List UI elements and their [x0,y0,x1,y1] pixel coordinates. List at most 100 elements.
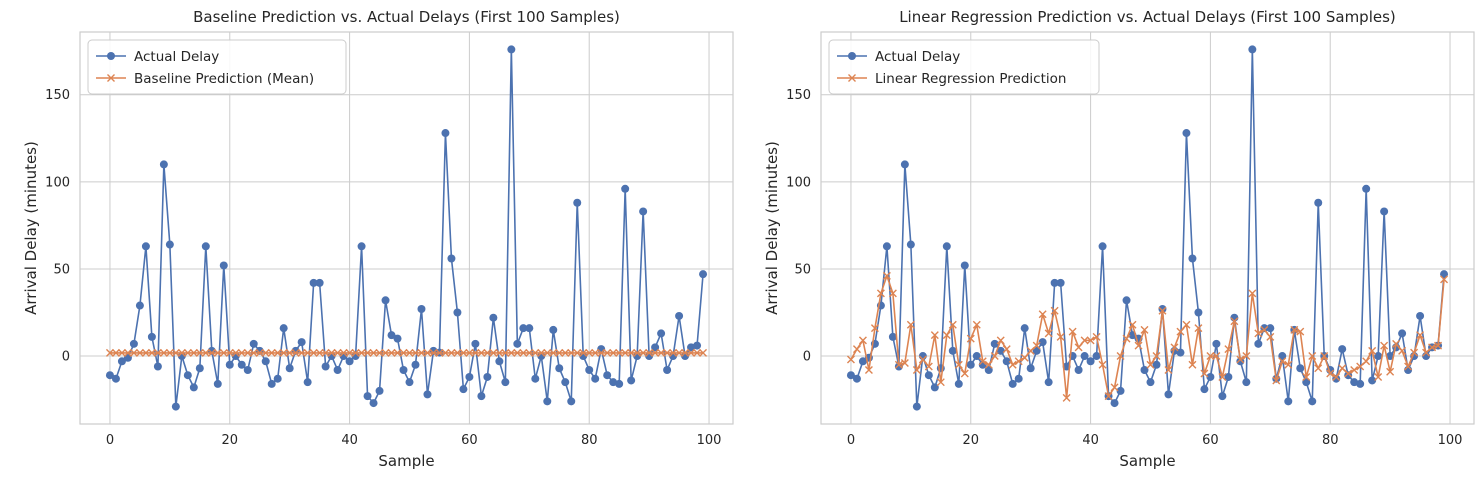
data-point-prediction [1128,320,1137,329]
data-point-prediction [1194,324,1203,333]
data-point-prediction [699,348,708,357]
x-tick-label: 80 [581,433,598,448]
data-point-actual [948,346,957,355]
legend-box [87,39,347,95]
data-point-prediction [393,348,402,357]
data-point-prediction [147,348,156,357]
data-point-actual [567,397,576,406]
data-point-prediction [1104,392,1113,401]
data-point-prediction [888,289,897,298]
data-point-actual [693,341,702,350]
series-line-actual [850,48,1445,408]
data-point-actual [1086,357,1095,366]
data-point-prediction [615,348,624,357]
data-point-prediction [627,348,636,357]
data-point-actual [597,345,606,354]
legend-label: Actual Delay [134,49,219,65]
data-point-actual [675,311,684,320]
data-point-prediction [195,348,204,357]
data-point-prediction [1002,345,1011,354]
data-point-prediction [1230,317,1239,326]
data-point-actual [543,397,552,406]
data-point-prediction [1038,310,1047,319]
data-point-prediction [1380,341,1389,350]
data-point-prediction [465,348,474,357]
data-point-actual [1152,360,1161,369]
data-point-actual [954,379,963,388]
data-point-prediction [1254,329,1263,338]
y-axis-label: Arrival Delay (minutes) [22,141,40,315]
data-point-prediction [249,348,258,357]
data-point-prediction [1032,341,1041,350]
plot-frame [79,31,734,425]
data-point-prediction [1332,372,1341,381]
data-point-actual [1014,374,1023,383]
data-point-prediction [1140,325,1149,334]
data-point-prediction [1362,357,1371,366]
data-point-actual [1032,346,1041,355]
data-point-prediction [1272,376,1281,385]
data-point-prediction [966,334,975,343]
data-point-prediction [513,348,522,357]
data-point-prediction [435,348,444,357]
data-point-actual [477,392,486,401]
x-tick-label: 40 [1082,433,1099,448]
data-point-actual [219,261,228,270]
x-axis-label: Sample [1119,452,1175,470]
data-point-actual [1182,129,1191,138]
data-point-prediction [960,369,969,378]
data-point-actual [984,365,993,374]
data-point-prediction [978,357,987,366]
x-tick-label: 20 [221,433,238,448]
data-point-prediction [1086,336,1095,345]
data-point-prediction [129,348,138,357]
data-point-prediction [870,324,879,333]
data-point-actual [393,334,402,343]
data-point-actual [1206,372,1215,381]
data-point-actual [405,378,414,387]
data-point-actual [1284,397,1293,406]
data-point-prediction [1050,306,1059,315]
data-point-actual [966,360,975,369]
data-point-actual [1386,352,1395,361]
data-point-actual [1020,324,1029,333]
data-point-actual [699,270,708,279]
data-point-prediction [1044,329,1053,338]
data-point-prediction [1020,353,1029,362]
data-point-actual [483,372,492,381]
data-point-prediction [1314,364,1323,373]
data-point-actual [507,45,516,54]
data-point-actual [1146,378,1155,387]
data-point-prediction [375,348,384,357]
data-point-actual [195,364,204,373]
x-axis-label: Sample [378,452,434,470]
data-point-prediction [201,348,210,357]
data-point-prediction [585,348,594,357]
data-point-actual [651,343,660,352]
data-point-actual [453,308,462,317]
data-point-prediction [906,320,915,329]
data-point-prediction [399,348,408,357]
data-point-prediction [858,336,867,345]
data-point-prediction [273,348,282,357]
data-point-actual [1008,379,1017,388]
data-point-prediction [1056,332,1065,341]
data-point-prediction [519,348,528,357]
data-point-prediction [1302,372,1311,381]
data-point-prediction [1068,327,1077,336]
data-point-prediction [327,348,336,357]
data-point-actual [183,371,192,380]
data-point-prediction [942,331,951,340]
data-point-prediction [1266,332,1275,341]
data-point-prediction [693,348,702,357]
data-point-prediction [1392,339,1401,348]
data-point-prediction [1212,352,1221,361]
data-point-prediction [267,348,276,357]
data-point-prediction [573,348,582,357]
data-point-actual [1110,399,1119,408]
data-point-actual [225,360,234,369]
data-point-actual [1362,184,1371,193]
data-point-prediction [852,345,861,354]
data-point-prediction [369,348,378,357]
data-point-prediction [1206,352,1215,361]
